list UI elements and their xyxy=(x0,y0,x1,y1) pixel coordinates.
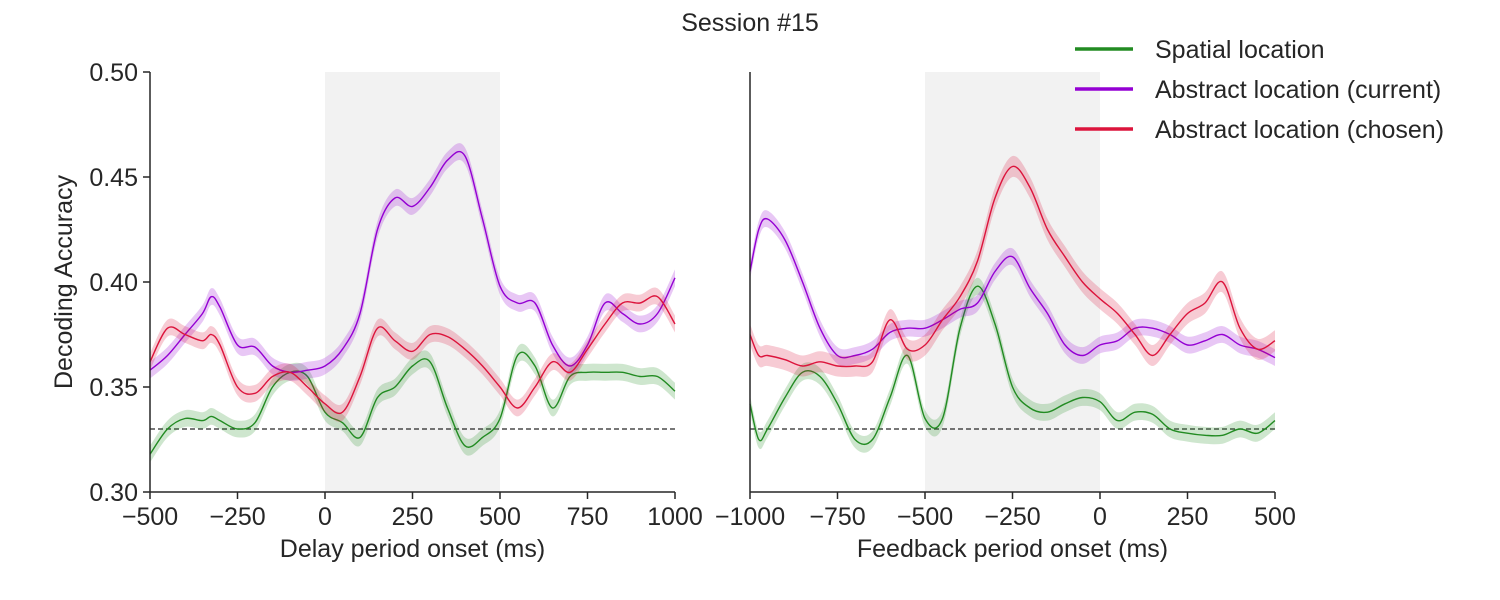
series-line-spatial-location xyxy=(749,285,1276,446)
y-tick-label: 0.50 xyxy=(89,59,138,87)
y-tick-label: 0.30 xyxy=(89,479,138,507)
x-tick-label: 750 xyxy=(567,503,609,531)
legend-label-spatial-location: Spatial location xyxy=(1155,36,1325,64)
series-line-abstract-location-current xyxy=(149,150,676,374)
x-tick-label: 500 xyxy=(479,503,521,531)
x-tick-label: 250 xyxy=(392,503,434,531)
legend: Spatial location Abstract location (curre… xyxy=(1075,36,1444,144)
series-line-abstract-location-chosen xyxy=(749,165,1276,368)
shaded-interval xyxy=(325,72,500,492)
series-line-spatial-location xyxy=(149,351,676,455)
x-tick-label: 1000 xyxy=(647,503,703,531)
series-band-spatial-location xyxy=(750,277,1275,453)
x-axis-label: Delay period onset (ms) xyxy=(280,535,545,563)
x-tick-label: −250 xyxy=(209,503,265,531)
x-tick-label: 250 xyxy=(1167,503,1209,531)
y-axis-label: Decoding Accuracy xyxy=(50,175,78,390)
delay-period-panel: −500 −250 0 250 500 750 1000 0.30 0.35 0.40 0.45 0.… xyxy=(50,59,703,563)
y-tick-label: 0.45 xyxy=(89,164,138,192)
x-tick-label: 0 xyxy=(1093,503,1107,531)
figure-title: Session #15 xyxy=(681,9,819,37)
series-line-abstract-location-chosen xyxy=(149,295,676,415)
series-band-abstract-location-chosen xyxy=(150,287,675,422)
legend-label-abstract-location-chosen: Abstract location (chosen) xyxy=(1155,116,1444,144)
shaded-interval xyxy=(925,72,1100,492)
x-tick-label: −500 xyxy=(897,503,953,531)
x-tick-label: −250 xyxy=(984,503,1040,531)
x-axis-label: Feedback period onset (ms) xyxy=(857,535,1168,563)
series-band-spatial-location xyxy=(150,343,675,463)
feedback-period-panel: −1000 −750 −500 −250 0 250 500 Feedback period … xyxy=(715,72,1296,563)
x-tick-label: −750 xyxy=(809,503,865,531)
x-tick-label: 0 xyxy=(318,503,332,531)
x-tick-label: 500 xyxy=(1254,503,1296,531)
x-tick-label: −500 xyxy=(122,503,178,531)
legend-label-abstract-location-current: Abstract location (current) xyxy=(1155,76,1441,104)
x-tick-label: −1000 xyxy=(715,503,785,531)
y-tick-label: 0.35 xyxy=(89,374,138,402)
series-line-abstract-location-current xyxy=(749,217,1276,359)
y-tick-label: 0.40 xyxy=(89,269,138,297)
